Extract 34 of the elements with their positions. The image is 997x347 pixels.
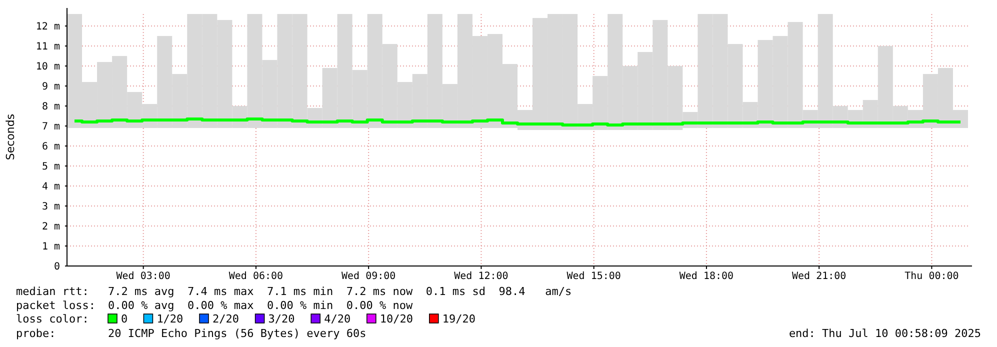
legend-label: 0	[121, 312, 128, 326]
legend-label: 19/20	[442, 312, 476, 326]
y-tick-label: 3 m	[42, 202, 60, 212]
y-tick-label: 8 m	[42, 102, 60, 112]
x-tick-label: Wed 06:00	[228, 271, 284, 282]
x-tick-label: Wed 03:00	[116, 271, 170, 282]
text: probe: 20 ICMP Echo Pings (56 Bytes) every 60s	[16, 327, 366, 340]
legend-label: 3/20	[268, 312, 295, 326]
y-tick-label: 4 m	[42, 182, 60, 192]
x-tick-label: Wed 09:00	[341, 271, 396, 282]
legend-title: loss color:	[16, 312, 89, 326]
legend-label: 10/20	[380, 312, 414, 326]
y-tick-label: 6 m	[42, 142, 60, 152]
x-tick-label: Wed 12:00	[454, 271, 508, 282]
x-tick-label: Thu 00:00	[904, 271, 959, 282]
y-tick-label: 5 m	[42, 162, 60, 172]
y-tick-label: 7 m	[42, 122, 60, 132]
y-tick-label: 10 m	[36, 62, 60, 72]
y-axis-title: Seconds	[4, 114, 17, 160]
legend-label: 1/20	[156, 312, 184, 326]
text: end: Thu Jul 10 00:58:09 2025	[788, 327, 981, 340]
y-tick-label: 9 m	[42, 82, 60, 92]
x-tick-label: Wed 18:00	[679, 271, 734, 282]
y-tick-label: 0	[54, 262, 60, 272]
y-tick-label: 12 m	[36, 22, 60, 32]
text: packet loss: 0.00 % avg 0.00 % max 0.00 % min 0.00 % now	[16, 299, 414, 312]
y-tick-label: 11 m	[36, 42, 60, 52]
text: median rtt: 7.2 ms avg 7.4 ms max 7.1 ms min 7.2 ms now 0.1 ms sd 98.4 am/s	[16, 285, 572, 298]
y-tick-label: 2 m	[42, 222, 60, 232]
legend-label: 2/20	[212, 312, 239, 326]
legend-label: 4/20	[324, 312, 351, 326]
x-tick-label: Wed 15:00	[566, 271, 621, 282]
y-tick-label: 1 m	[42, 242, 60, 252]
x-tick-label: Wed 21:00	[792, 271, 846, 282]
